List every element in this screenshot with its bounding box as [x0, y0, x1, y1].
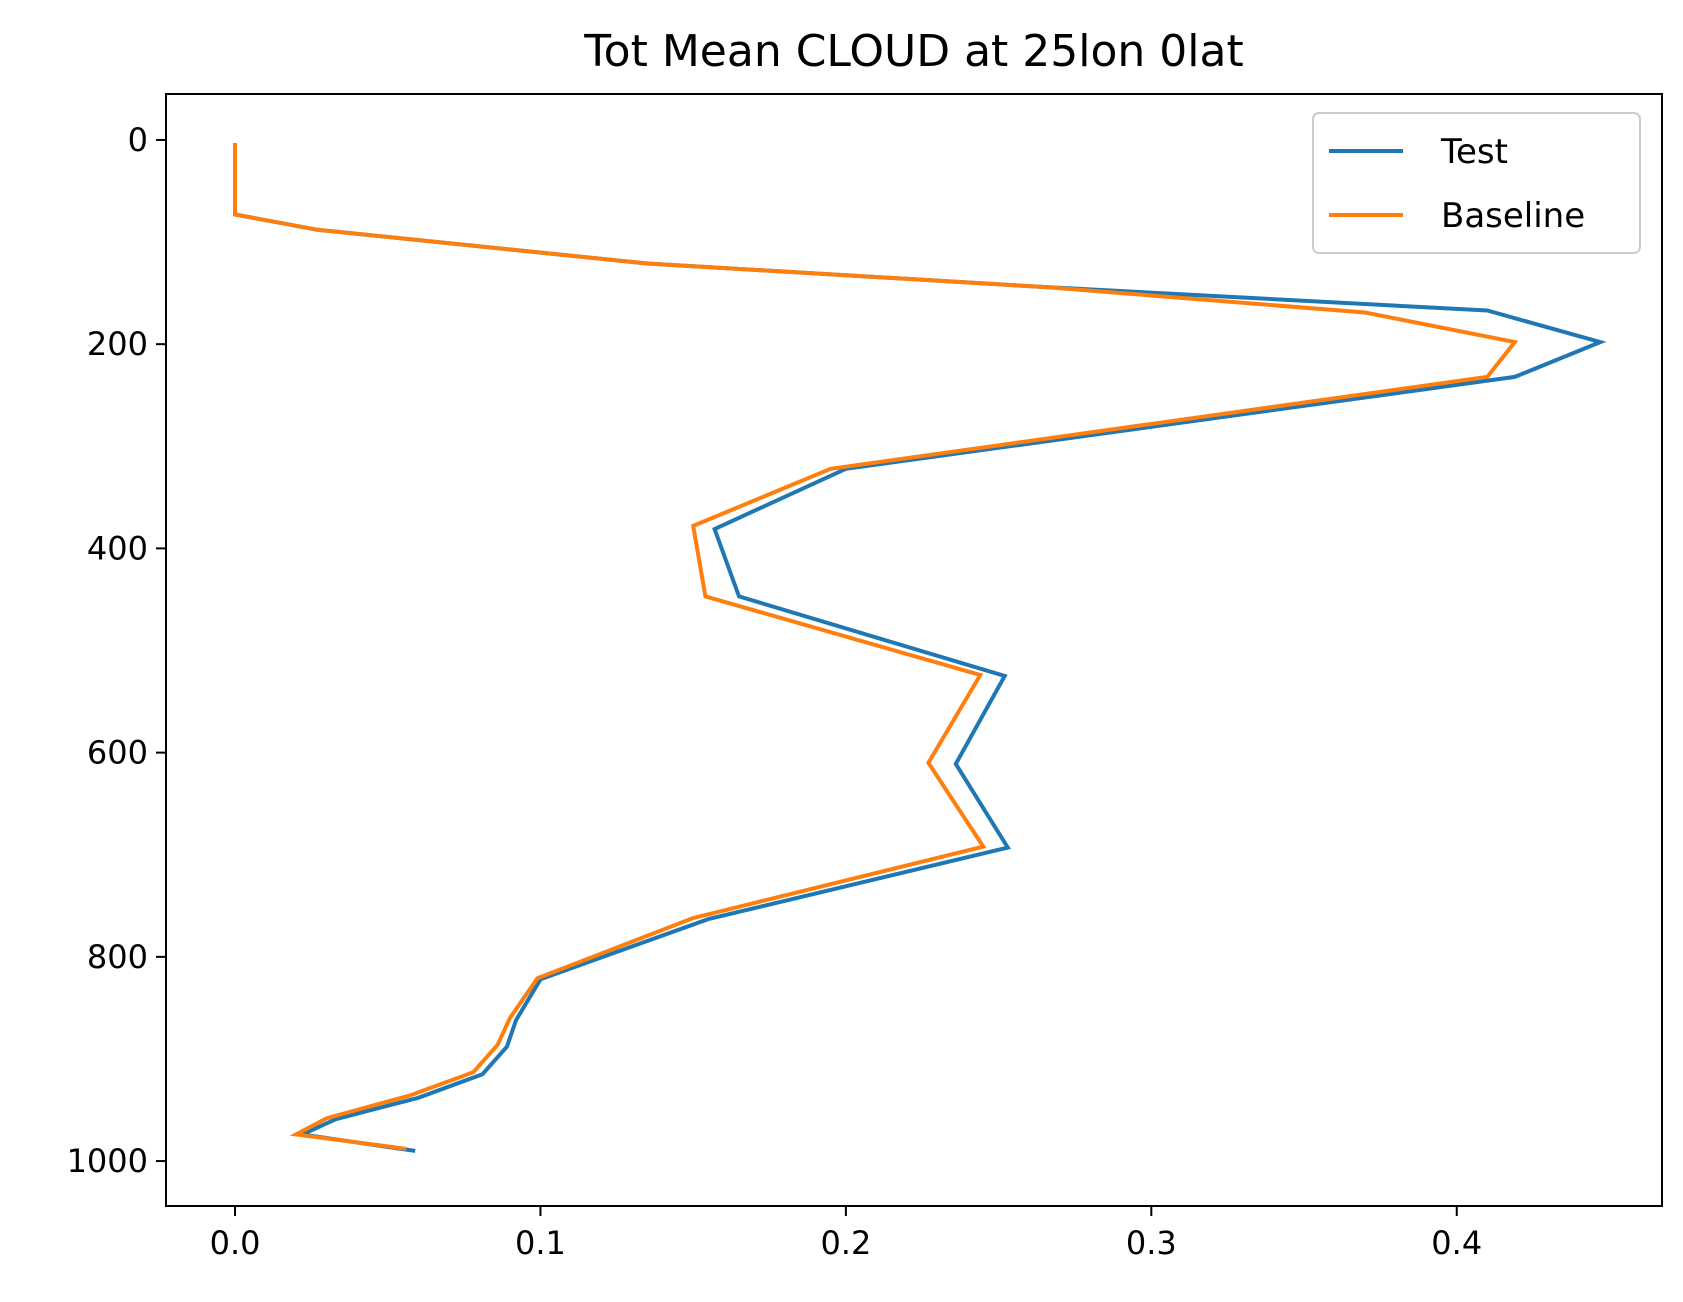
x-tick-label: 0.2 — [820, 1224, 871, 1262]
y-axis: 0 200 400 600 800 1000 — [67, 121, 166, 1180]
series-line-baseline — [233, 143, 1519, 1151]
y-tick-label: 200 — [87, 325, 148, 363]
legend: Test Baseline — [1312, 112, 1641, 254]
legend-label-test: Test — [1440, 132, 1508, 172]
y-tick-label: 0 — [128, 121, 148, 159]
legend-box — [1312, 112, 1641, 254]
x-axis: 0.0 0.1 0.2 0.3 0.4 — [210, 1206, 1482, 1262]
plot-frame — [165, 93, 1663, 1207]
y-tick-label: 600 — [87, 734, 148, 772]
x-tick-label: 0.4 — [1431, 1224, 1482, 1262]
series-layer — [233, 143, 1607, 1153]
y-tick-label: 800 — [87, 938, 148, 976]
series-line-test — [233, 143, 1607, 1153]
y-tick-label: 400 — [87, 529, 148, 567]
legend-label-baseline: Baseline — [1441, 196, 1585, 236]
x-tick-label: 0.3 — [1126, 1224, 1177, 1262]
x-tick-label: 0.1 — [515, 1224, 566, 1262]
y-tick-label: 1000 — [67, 1142, 148, 1180]
chart-title: Tot Mean CLOUD at 25lon 0lat — [583, 26, 1243, 77]
x-tick-label: 0.0 — [210, 1224, 261, 1262]
